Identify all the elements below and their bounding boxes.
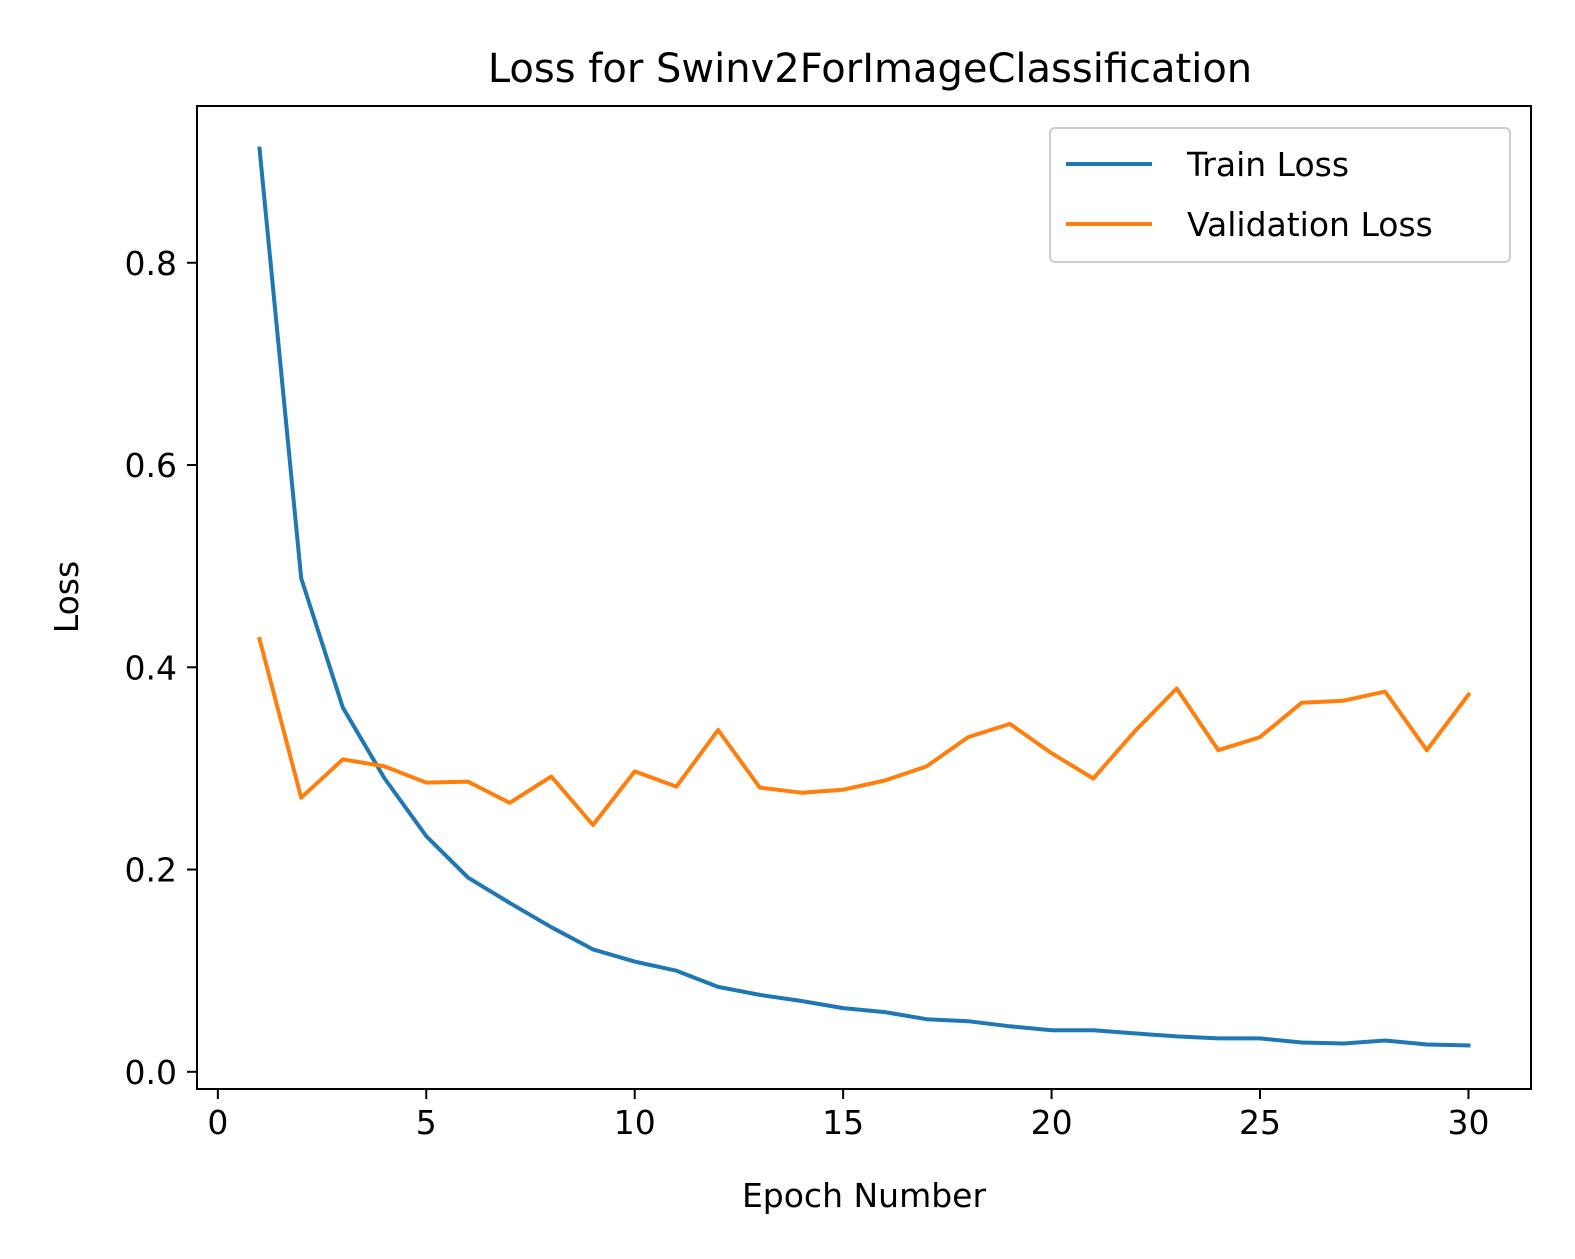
x-tick-label: 25 [1239, 1103, 1281, 1142]
x-tick-label: 15 [822, 1103, 864, 1142]
plot-frame [196, 105, 1532, 1090]
y-axis-ticks: 0.0 0.2 0.4 0.6 0.8 [125, 244, 197, 1092]
x-tick-label: 20 [1031, 1103, 1073, 1142]
legend-label-validation-loss: Validation Loss [1187, 205, 1433, 244]
y-tick-label: 0.2 [125, 851, 177, 890]
y-tick-label: 0.8 [125, 244, 177, 283]
x-tick-label: 30 [1447, 1103, 1489, 1142]
x-axis-ticks: 0 5 10 15 20 25 30 [207, 1089, 1489, 1142]
x-tick-label: 10 [614, 1103, 656, 1142]
y-axis-label: Loss [47, 561, 86, 633]
series-layer [257, 146, 1472, 1048]
y-tick-label: 0.0 [125, 1053, 177, 1092]
series-line-validation-loss [257, 636, 1472, 827]
y-tick-label: 0.4 [125, 648, 177, 687]
chart-title: Loss for Swinv2ForImageClassification [488, 46, 1252, 92]
x-tick-label: 5 [416, 1103, 437, 1142]
x-axis-label: Epoch Number [742, 1176, 987, 1215]
y-tick-label: 0.6 [125, 446, 177, 485]
legend: Train Loss Validation Loss [1049, 127, 1511, 263]
series-line-train-loss [257, 146, 1471, 1048]
x-tick-label: 0 [207, 1103, 228, 1142]
legend-box [1049, 127, 1511, 263]
legend-label-train-loss: Train Loss [1186, 145, 1349, 184]
